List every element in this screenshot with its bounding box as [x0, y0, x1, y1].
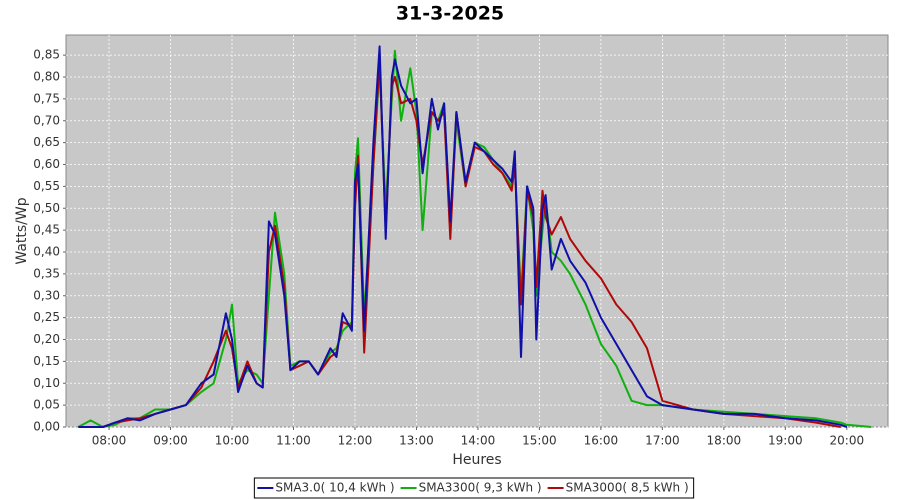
x-tick-label: 11:00 [276, 434, 311, 448]
y-tick-label: 0,60 [33, 157, 60, 171]
y-tick-label: 0,25 [33, 310, 60, 324]
legend-label: SMA3300( 9,3 kWh ) [419, 481, 542, 495]
y-tick-label: 0,65 [33, 135, 60, 149]
x-tick-label: 08:00 [92, 434, 127, 448]
x-tick-label: 18:00 [707, 434, 742, 448]
y-tick-label: 0,40 [33, 245, 60, 259]
y-tick-label: 0,80 [33, 70, 60, 84]
plot-area [65, 34, 889, 428]
x-tick-label: 12:00 [338, 434, 373, 448]
y-tick-label: 0,35 [33, 266, 60, 280]
chart-title: 31-3-2025 [396, 3, 504, 25]
y-tick-label: 0,75 [33, 91, 60, 105]
x-tick-label: 16:00 [584, 434, 619, 448]
x-tick-label: 17:00 [645, 434, 680, 448]
y-tick-label: 0,85 [33, 48, 60, 62]
x-tick-label: 14:00 [461, 434, 496, 448]
x-tick-label: 13:00 [399, 434, 434, 448]
y-tick-label: 0,30 [33, 288, 60, 302]
series-line [78, 45, 848, 428]
x-tick-label: 19:00 [768, 434, 803, 448]
x-tick-label: 15:00 [522, 434, 557, 448]
legend-box [253, 477, 695, 499]
x-tick-label: 09:00 [153, 434, 188, 448]
y-tick-label: 0,05 [33, 398, 60, 412]
series-line [102, 58, 841, 428]
series-line [77, 49, 872, 428]
y-tick-label: 0,20 [33, 332, 60, 346]
x-tick-label: 10:00 [215, 434, 250, 448]
y-tick-label: 0,55 [33, 179, 60, 193]
y-tick-label: 0,15 [33, 354, 60, 368]
x-axis-label: Heures [452, 452, 501, 468]
x-tick-label: 20:00 [830, 434, 865, 448]
y-tick-label: 0,45 [33, 223, 60, 237]
legend-label: SMA3.0( 10,4 kWh ) [275, 481, 394, 495]
y-tick-label: 0,50 [33, 201, 60, 215]
legend-label: SMA3000( 8,5 kWh ) [566, 481, 689, 495]
y-tick-label: 0,10 [33, 376, 60, 390]
y-tick-label: 0,70 [33, 113, 60, 127]
legend: SMA3.0( 10,4 kWh ) SMA3300( 9,3 kWh ) SMA3… [253, 477, 695, 499]
y-tick-label: 0,00 [33, 420, 60, 434]
y-axis-label: Watts/Wp [14, 197, 30, 264]
